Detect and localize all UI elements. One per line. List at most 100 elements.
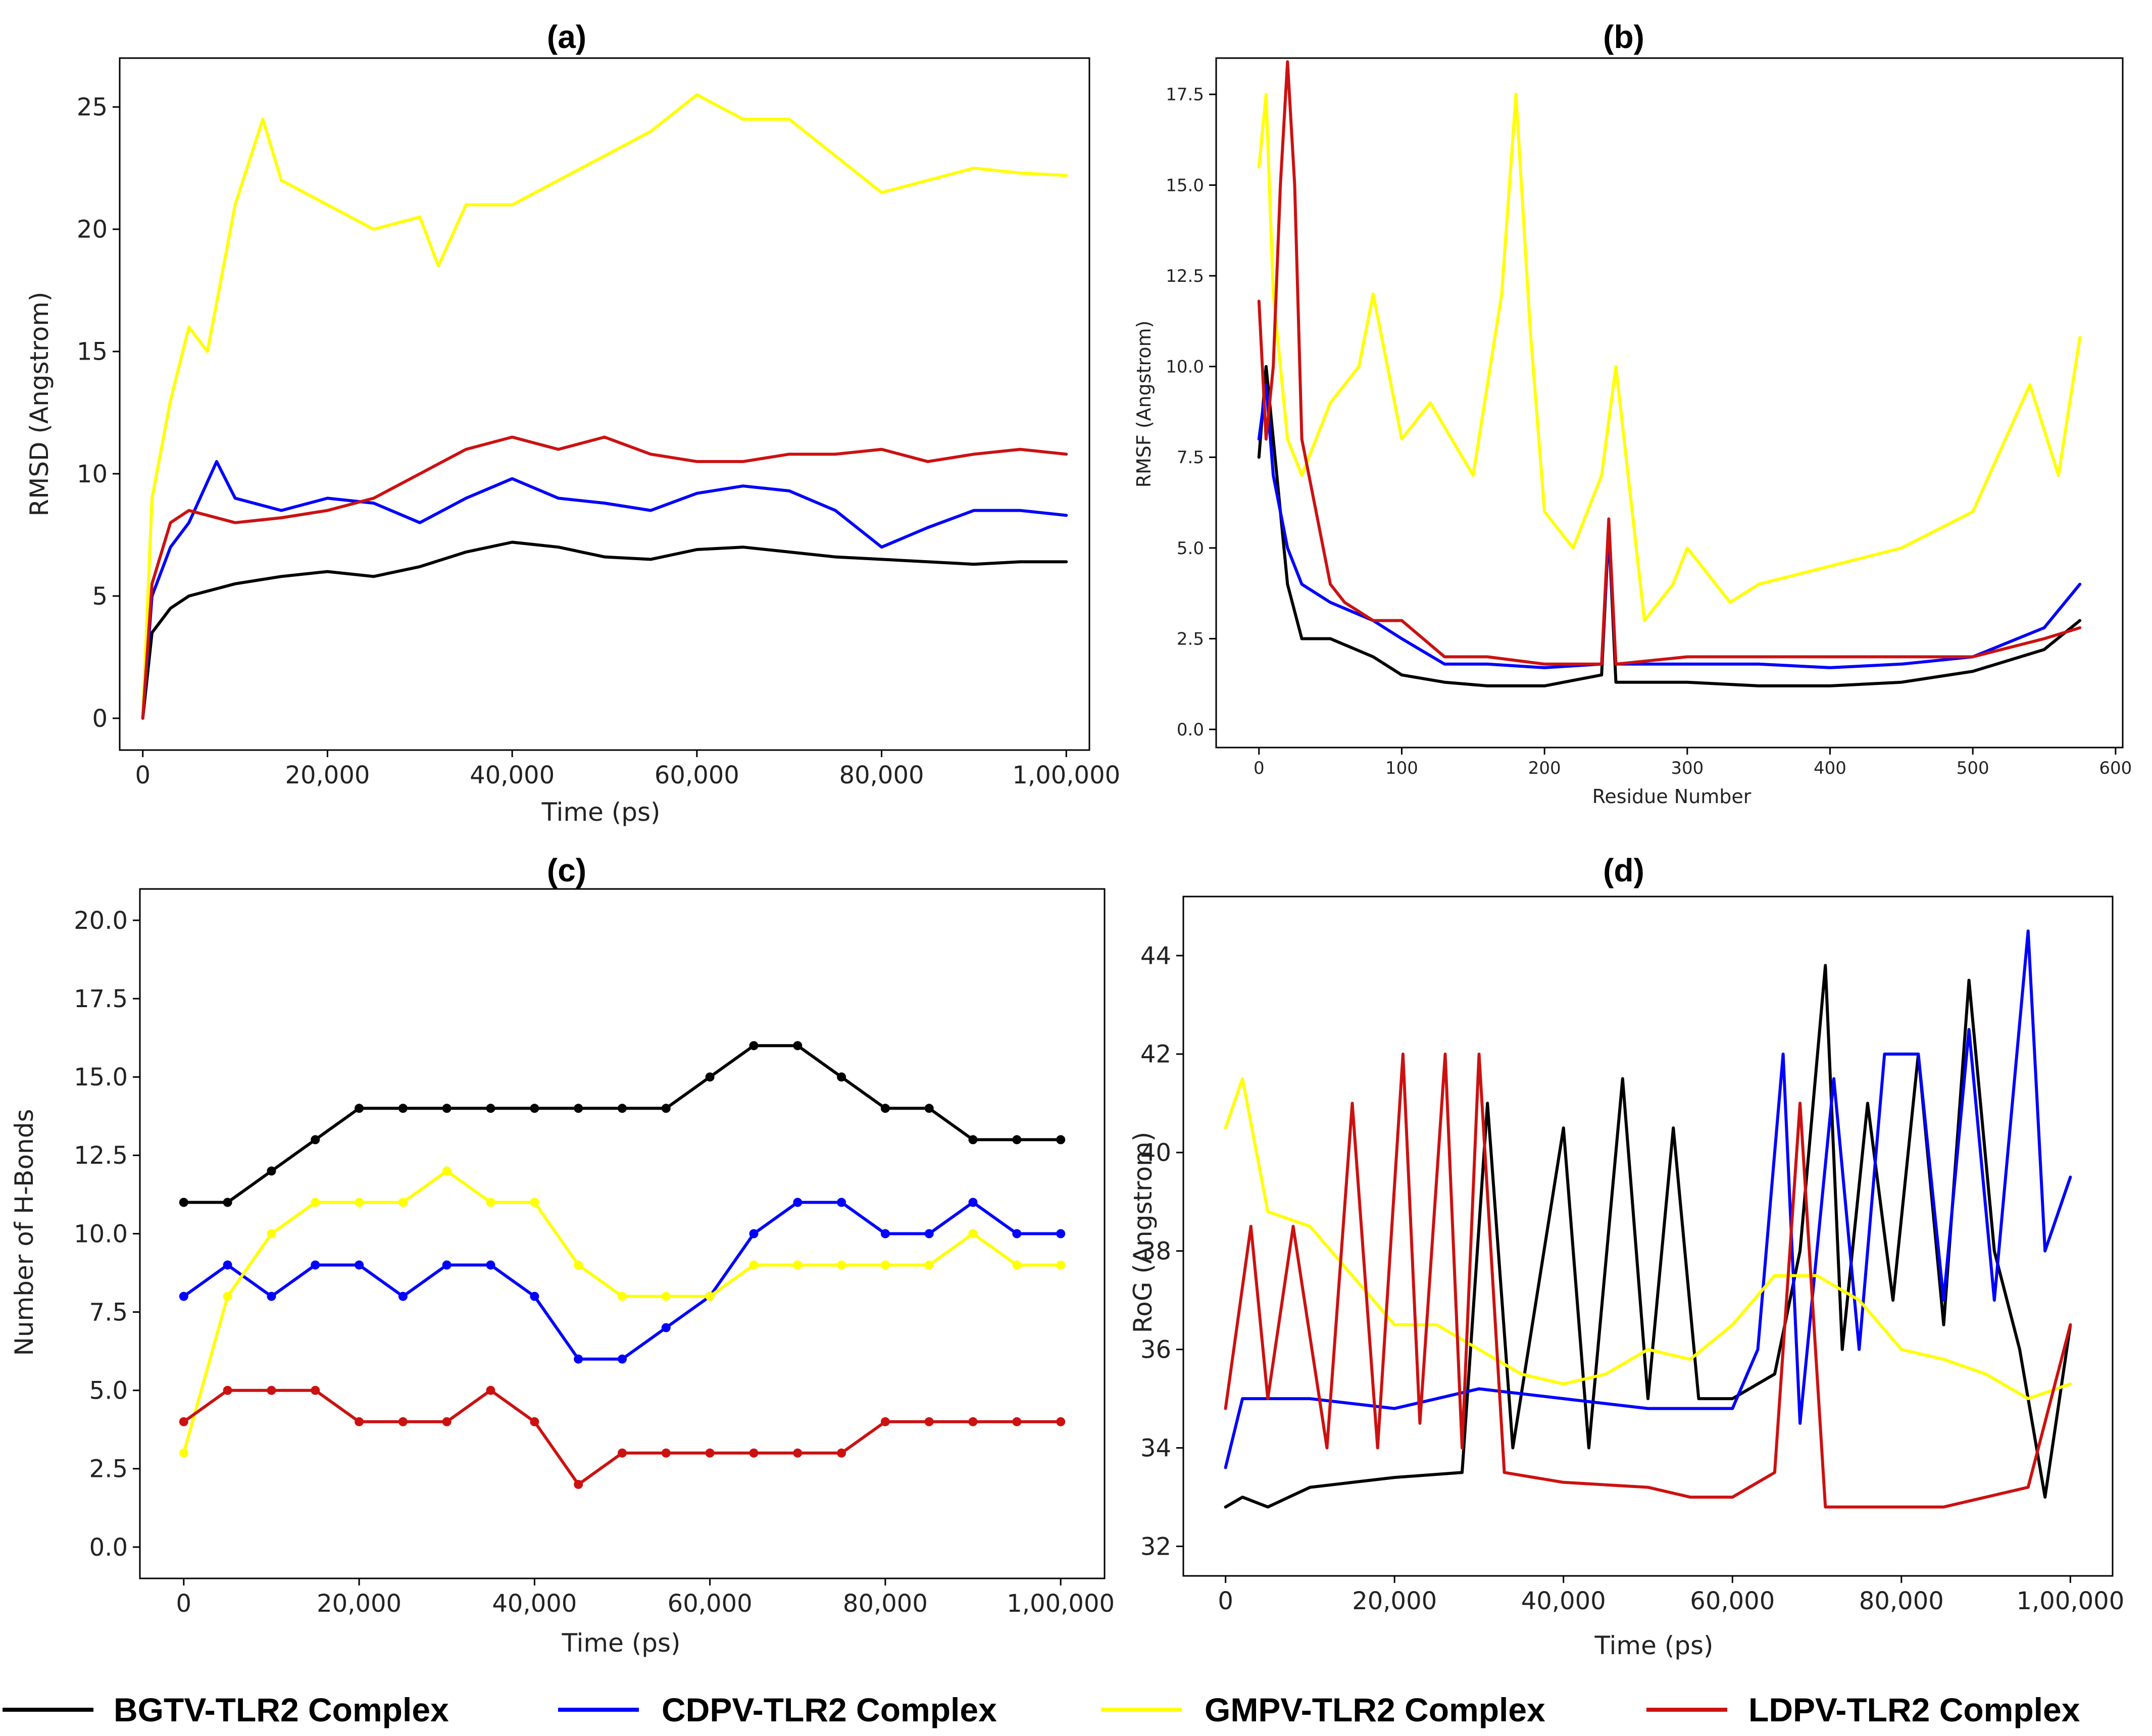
panel-b-series-3-line bbox=[1257, 92, 2082, 622]
panel-a-series-1-line bbox=[141, 540, 1068, 720]
panel-c-series-3-point bbox=[837, 1260, 846, 1270]
panel-c-xtick-label: 1,00,000 bbox=[1007, 1590, 1115, 1618]
panel-c-series-4-point bbox=[311, 1385, 320, 1395]
panel-d-ytick-label: 44 bbox=[1140, 942, 1171, 970]
panel-c-series-1-point bbox=[968, 1135, 978, 1145]
panel-b-ytick-label: 0.0 bbox=[1177, 720, 1204, 740]
panel-c-series-4-point bbox=[837, 1448, 846, 1458]
panel-d-xtick-label: 40,000 bbox=[1521, 1587, 1606, 1615]
panel-c-series-1-point bbox=[355, 1104, 364, 1113]
panel-a-ytick-label: 0 bbox=[92, 705, 108, 733]
panel-d-xtick-label: 20,000 bbox=[1352, 1587, 1437, 1615]
panel-c-series-4-point bbox=[968, 1417, 978, 1426]
panel-c-series-4-point bbox=[223, 1385, 232, 1395]
panel-b-series-2-line bbox=[1257, 383, 2082, 669]
panel-c-series-4-point bbox=[924, 1417, 934, 1426]
panel-d-xtick-label: 0 bbox=[1218, 1587, 1233, 1615]
panel-c-series-1-line bbox=[182, 1044, 1063, 1204]
panel-c-series-2-point bbox=[1012, 1229, 1022, 1238]
panel-c-series-1-point bbox=[705, 1072, 715, 1082]
panel-c-series-4-point bbox=[574, 1479, 583, 1489]
panel-c-series-4-point bbox=[179, 1417, 188, 1426]
panel-c-ylabel: Number of H-Bonds bbox=[10, 1109, 39, 1356]
panel-c-series-1-point bbox=[924, 1104, 934, 1113]
panel-b-ytick-label: 2.5 bbox=[1177, 629, 1204, 649]
panel-a-xtick-label: 0 bbox=[135, 761, 151, 789]
panel-c-series-2-point bbox=[311, 1260, 320, 1270]
panel-a-ytick-label: 15 bbox=[77, 338, 108, 366]
panel-c-series-4-point bbox=[618, 1448, 627, 1458]
panel-b-ytick-label: 15.0 bbox=[1166, 175, 1204, 195]
panel-b-series-4-line bbox=[1257, 60, 2082, 666]
panel-a: (a) Time (ps) RMSD (Angstrom) 0 20,000 40,… bbox=[25, 19, 1120, 827]
panel-d-series-3-line bbox=[1224, 1077, 2072, 1401]
panel-c-series-1-point bbox=[793, 1041, 803, 1051]
panel-c-series-2-point bbox=[618, 1354, 627, 1364]
panel-c-series-1-point bbox=[837, 1072, 846, 1082]
panel-b-series-1-line bbox=[1257, 365, 2082, 687]
panel-c-series-4-point bbox=[661, 1448, 671, 1458]
panel-c-series-2-point bbox=[924, 1229, 934, 1238]
legend-label-cdpv: CDPV-TLR2 Complex bbox=[662, 1691, 997, 1728]
panel-c-series-4-point bbox=[486, 1385, 495, 1395]
panel-b-ytick-label: 17.5 bbox=[1166, 85, 1204, 105]
panel-b-xtick-label: 100 bbox=[1385, 758, 1418, 778]
panel-a-xlabel: Time (ps) bbox=[541, 798, 660, 827]
panel-a-ytick-label: 10 bbox=[77, 460, 108, 488]
panel-d-xtick-label: 80,000 bbox=[1859, 1587, 1944, 1615]
legend-label-ldpv: LDPV-TLR2 Complex bbox=[1748, 1691, 2080, 1728]
panel-c-series-4-point bbox=[749, 1448, 759, 1458]
panel-c-series-2-point bbox=[398, 1292, 408, 1301]
panel-c-xlabel: Time (ps) bbox=[561, 1628, 680, 1658]
panel-c-series-2-point bbox=[661, 1323, 671, 1332]
panel-c-ytick-label: 10.0 bbox=[74, 1220, 128, 1248]
panel-a-ytick-label: 25 bbox=[77, 93, 108, 122]
panel-c-series-3-point bbox=[267, 1229, 276, 1238]
panel-a-xtick-label: 60,000 bbox=[655, 761, 739, 789]
panel-c-series-3-point bbox=[311, 1198, 320, 1207]
panel-c-series-3-point bbox=[1056, 1260, 1066, 1270]
panel-c-ytick-label: 15.0 bbox=[74, 1063, 128, 1092]
panel-c-series-2-line bbox=[182, 1201, 1063, 1361]
panel-c-ytick-label: 0.0 bbox=[89, 1533, 128, 1562]
panel-c-series-1-point bbox=[880, 1104, 890, 1113]
panel-c-series-3-point bbox=[968, 1229, 978, 1238]
panel-c-title: (c) bbox=[547, 852, 586, 888]
panel-c-ytick-label: 7.5 bbox=[89, 1298, 128, 1326]
panel-c-series-2-point bbox=[837, 1198, 846, 1207]
panel-c: (c) Time (ps) Number of H-Bonds 0 20,000 4… bbox=[10, 852, 1115, 1658]
panel-c-series-3-point bbox=[924, 1260, 934, 1270]
panel-c-ytick-label: 20.0 bbox=[74, 907, 128, 935]
legend-label-bgtv: BGTV-TLR2 Complex bbox=[114, 1691, 449, 1728]
panel-c-series-4-point bbox=[793, 1448, 803, 1458]
panel-c-xtick-label: 40,000 bbox=[492, 1590, 577, 1618]
panel-c-series-3-point bbox=[442, 1166, 452, 1176]
panel-c-series-3-point bbox=[223, 1292, 232, 1301]
panel-c-series-3-point bbox=[749, 1260, 759, 1270]
panel-c-xtick-label: 0 bbox=[176, 1590, 192, 1618]
panel-b-xtick-label: 200 bbox=[1528, 758, 1561, 778]
panel-c-series-3-point bbox=[793, 1260, 803, 1270]
panel-c-series-2-point bbox=[442, 1260, 452, 1270]
panel-c-series-1-point bbox=[749, 1041, 759, 1051]
panel-b-xlabel: Residue Number bbox=[1592, 785, 1751, 808]
panel-c-series-1-point bbox=[311, 1135, 320, 1145]
panel-b-ytick-label: 7.5 bbox=[1177, 448, 1204, 468]
panel-b-xtick-label: 600 bbox=[2099, 758, 2132, 778]
legend-label-gmpv: GMPV-TLR2 Complex bbox=[1205, 1691, 1545, 1728]
panel-c-series-1-point bbox=[574, 1104, 583, 1113]
panel-c-series-3-point bbox=[661, 1292, 671, 1301]
panel-c-xtick-label: 20,000 bbox=[317, 1590, 402, 1618]
panel-d-ytick-label: 42 bbox=[1140, 1040, 1171, 1069]
panel-a-ytick-label: 5 bbox=[92, 582, 108, 611]
panel-d-ytick-label: 38 bbox=[1140, 1237, 1171, 1266]
panel-c-series-1-point bbox=[179, 1198, 188, 1207]
panel-c-xtick-label: 60,000 bbox=[668, 1590, 753, 1618]
panel-c-series-3-point bbox=[179, 1448, 188, 1458]
panel-b-ylabel: RMSF (Angstrom) bbox=[1133, 321, 1155, 488]
panel-c-series-2-point bbox=[267, 1292, 276, 1301]
panel-d-xtick-label: 1,00,000 bbox=[2016, 1587, 2124, 1615]
panel-b-title: (b) bbox=[1603, 19, 1644, 55]
panel-c-series-1-point bbox=[442, 1104, 452, 1113]
